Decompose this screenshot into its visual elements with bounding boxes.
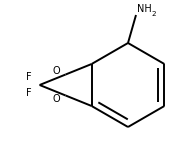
Text: F: F xyxy=(26,72,32,82)
Text: F: F xyxy=(26,88,32,98)
Text: 2: 2 xyxy=(152,11,156,17)
Text: O: O xyxy=(52,93,60,103)
Text: NH: NH xyxy=(137,4,152,14)
Text: O: O xyxy=(52,67,60,76)
